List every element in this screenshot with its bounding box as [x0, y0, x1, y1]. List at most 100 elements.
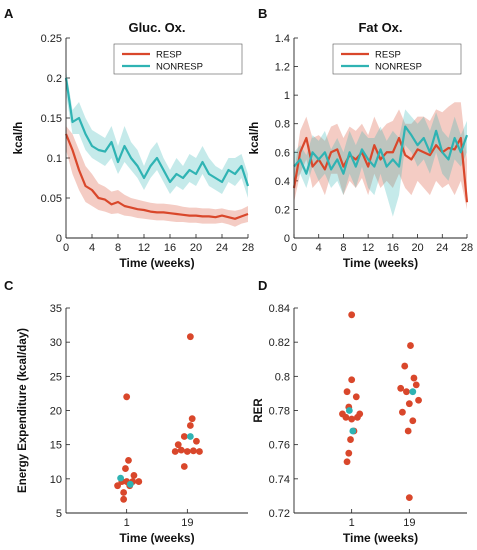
- data-point-resp: [342, 413, 350, 421]
- y-tick-label: 0: [56, 233, 62, 245]
- data-point-resp: [409, 417, 417, 425]
- data-point-resp: [399, 408, 406, 416]
- data-point-resp: [352, 393, 360, 401]
- x-tick-label: 0: [291, 242, 297, 254]
- panel-letter: D: [258, 278, 267, 293]
- data-point-resp: [347, 436, 354, 443]
- y-tick-label: 30: [50, 337, 62, 349]
- y-tick-label: 0.2: [47, 73, 62, 85]
- x-tick-label: 12: [138, 242, 150, 254]
- data-point-resp: [343, 388, 351, 396]
- x-axis-label: Time (weeks): [343, 256, 418, 270]
- data-point-resp: [190, 447, 197, 455]
- y-tick-label: 0.74: [269, 474, 290, 486]
- series-line-nonresp: [293, 125, 469, 175]
- y-tick-label: 0.72: [269, 508, 290, 520]
- legend-box: [113, 43, 243, 75]
- data-point-resp: [348, 376, 356, 384]
- y-tick-label: 0.84: [269, 303, 290, 315]
- data-point-resp: [343, 458, 351, 466]
- x-tick-label: 4: [316, 242, 322, 254]
- y-tick-label: 0.05: [41, 193, 62, 205]
- x-tick-label: 24: [436, 242, 448, 254]
- x-axis-label: Time (weeks): [119, 531, 194, 545]
- x-tick-label: 4: [89, 242, 95, 254]
- data-point-nonresp: [186, 433, 194, 440]
- data-point-nonresp: [126, 480, 134, 488]
- data-point-resp: [348, 311, 356, 319]
- legend-label: RESP: [375, 50, 401, 61]
- x-tick-label: 28: [461, 242, 473, 254]
- data-point-resp: [348, 415, 356, 423]
- x-axis-label: Time (weeks): [343, 531, 418, 545]
- data-point-resp: [404, 427, 412, 435]
- panel-c: C 5 10 15 20 25 30 35 1 19 Time (weeks) Energy Expe…: [4, 278, 248, 545]
- y-tick-label: 15: [50, 440, 62, 452]
- x-tick-label: 16: [387, 242, 399, 254]
- y-axis-label: RER: [253, 398, 265, 423]
- data-point-resp: [401, 362, 409, 370]
- y-tick-label: 35: [50, 303, 62, 315]
- series-line-nonresp: [64, 77, 250, 187]
- series-line-resp: [64, 133, 249, 220]
- x-tick-label: 1: [124, 517, 130, 529]
- legend-label: RESP: [156, 50, 182, 61]
- y-tick-label: 20: [50, 406, 62, 418]
- y-axis-label: Energy Expenditure (kcal/day): [17, 328, 29, 493]
- panel-letter: C: [4, 278, 14, 293]
- panel-letter: B: [258, 6, 267, 21]
- data-point-resp: [410, 374, 418, 382]
- y-tick-label: 0.25: [41, 33, 62, 45]
- x-tick-label: 28: [242, 242, 254, 254]
- data-point-resp: [405, 400, 413, 408]
- confidence-band-resp: [66, 126, 248, 227]
- data-point-resp: [120, 489, 128, 496]
- legend-label: NONRESP: [375, 62, 422, 73]
- x-tick-label: 16: [164, 242, 176, 254]
- series-line-resp: [292, 136, 469, 203]
- data-point-resp: [186, 333, 194, 341]
- data-point-resp: [180, 463, 188, 470]
- data-point-resp: [180, 433, 188, 440]
- x-tick-label: 12: [362, 242, 374, 254]
- x-tick-label: 0: [63, 242, 69, 254]
- y-axis-label: kcal/h: [13, 122, 25, 155]
- data-point-resp: [407, 342, 414, 349]
- y-tick-label: 0.2: [275, 204, 290, 216]
- data-point-resp: [403, 388, 410, 396]
- y-tick-label: 10: [50, 474, 62, 486]
- x-tick-label: 20: [190, 242, 202, 254]
- data-point-resp: [405, 494, 413, 502]
- data-point-resp: [171, 448, 179, 455]
- y-tick-label: 0.6: [275, 147, 290, 159]
- x-tick-label: 20: [411, 242, 423, 254]
- panel-b: B Fat Ox. 0 0.2 0.4 0.6 0.8 1 1.2 1.4 0 4 8 12 16 20 24 2…: [249, 6, 473, 270]
- panel-title: Gluc. Ox.: [128, 20, 185, 35]
- data-point-resp: [174, 441, 182, 449]
- y-tick-label: 0.15: [41, 113, 62, 125]
- data-point-resp: [125, 456, 132, 464]
- data-point-resp: [186, 422, 194, 429]
- y-tick-label: 1.4: [275, 33, 290, 45]
- legend-label: NONRESP: [156, 62, 203, 73]
- data-point-resp: [130, 472, 138, 479]
- y-axis-label: kcal/h: [249, 122, 261, 155]
- y-tick-label: 0.4: [275, 176, 290, 188]
- data-point-resp: [412, 381, 420, 389]
- y-tick-label: 0.8: [275, 371, 290, 383]
- y-tick-label: 0.82: [269, 337, 290, 349]
- data-point-nonresp: [117, 474, 124, 482]
- data-point-resp: [122, 465, 129, 472]
- y-tick-label: 0.1: [47, 153, 62, 165]
- y-tick-label: 0: [284, 233, 290, 245]
- y-tick-label: 0.78: [269, 406, 290, 418]
- panel-letter: A: [4, 6, 14, 21]
- panel-d: D 0.72 0.74 0.76 0.78 0.8 0.82 0.84 1 19 Time (wee…: [253, 278, 467, 545]
- panel-a: A Gluc. Ox. 0 0.05 0.1 0.15 0.2 0.25 0 4 8 12 16 20 24…: [4, 6, 254, 270]
- y-tick-label: 0.76: [269, 440, 290, 452]
- x-axis-label: Time (weeks): [119, 256, 194, 270]
- data-point-resp: [196, 448, 203, 455]
- data-point-resp: [183, 448, 191, 455]
